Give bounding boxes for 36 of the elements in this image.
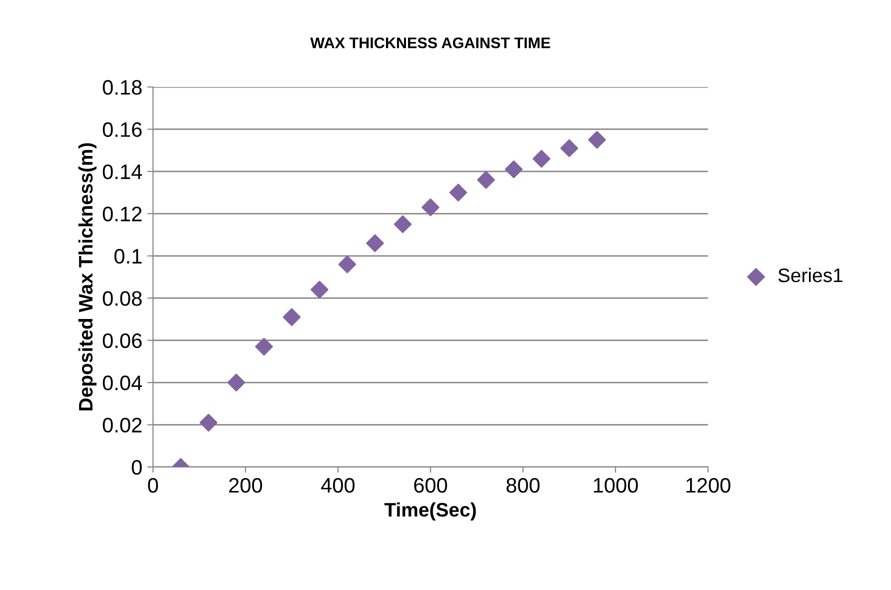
y-tick-label: 0.14 <box>102 164 142 180</box>
point <box>366 234 384 252</box>
point <box>310 280 328 299</box>
y-tick-label: 0.12 <box>102 206 142 222</box>
point <box>422 198 440 216</box>
point <box>282 308 301 326</box>
point <box>588 130 606 149</box>
x-tick-label: 400 <box>321 478 355 493</box>
x-axis-title: Time(Sec) <box>384 502 476 521</box>
point <box>255 338 273 356</box>
x-tick-label: 800 <box>506 478 540 493</box>
y-axis-title: Deposited Wax Thickness(m) <box>78 143 96 410</box>
point <box>504 160 523 178</box>
point <box>338 255 356 274</box>
legend-label: Series1 <box>778 268 842 282</box>
y-tick-label: 0 <box>132 460 142 475</box>
chart-title: WAX THICKNESS AGAINST TIME <box>310 37 550 48</box>
point <box>532 150 550 168</box>
x-tick-label: 1200 <box>686 478 730 493</box>
point <box>560 139 578 158</box>
x-tick-label: 600 <box>414 478 448 493</box>
point <box>477 170 495 189</box>
x-tick-label: 0 <box>148 478 158 493</box>
y-tick-label: 0.16 <box>102 122 142 137</box>
y-tick-label: 0.04 <box>102 376 142 390</box>
y-tick-label: 0.1 <box>114 248 142 264</box>
y-tick-label: 0.02 <box>102 418 142 433</box>
point <box>449 184 468 202</box>
x-tick-label: 1000 <box>594 478 638 493</box>
y-tick-label: 0.08 <box>102 291 142 306</box>
point <box>227 374 246 392</box>
y-tick-label: 0.18 <box>102 80 142 95</box>
point <box>200 414 218 432</box>
y-tick-label: 0.06 <box>102 333 142 348</box>
point <box>394 215 412 234</box>
x-tick-label: 200 <box>229 478 262 493</box>
